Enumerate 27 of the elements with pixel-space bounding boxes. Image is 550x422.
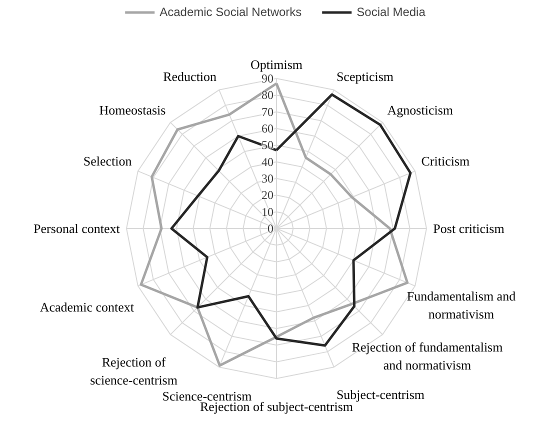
y-tick-label: 90 <box>262 72 274 86</box>
spoke-label: Selection <box>83 154 132 169</box>
y-tick-label: 50 <box>262 138 274 152</box>
y-tick-label: 40 <box>262 154 274 169</box>
spoke-label: Rejection of fundamentalism and normativism <box>352 339 503 372</box>
y-tick-label: 10 <box>262 204 274 219</box>
spoke-label: Reduction <box>163 68 218 84</box>
y-tick-label: 60 <box>262 122 274 136</box>
y-tick-label: 20 <box>262 188 274 202</box>
spoke-label: Academic context <box>40 300 134 315</box>
y-tick-label: 0 <box>268 222 274 236</box>
spoke-label: Post criticism <box>433 221 504 236</box>
spoke-label: Homeostasis <box>99 102 166 118</box>
y-tick-label: 30 <box>262 172 274 186</box>
y-tick-label: 70 <box>262 104 274 119</box>
spoke-label: Agnosticism <box>387 102 454 118</box>
y-tick-label: 80 <box>262 88 274 102</box>
spoke-label: Scepticism <box>336 68 394 84</box>
spoke-label: Rejection of science-centrism <box>90 354 178 388</box>
spoke-label: Personal context <box>34 221 120 236</box>
spoke-label: Subject-centrism <box>336 387 425 402</box>
spoke-label: Optimism <box>250 56 303 72</box>
legend-label: Social Media <box>356 5 426 19</box>
spoke-label: Fundamentalism and normativism <box>406 288 516 322</box>
legend-label: Academic Social Networks <box>160 5 302 19</box>
spoke-label: Criticism <box>421 154 470 169</box>
spoke-label: Science-centrism <box>162 388 252 404</box>
